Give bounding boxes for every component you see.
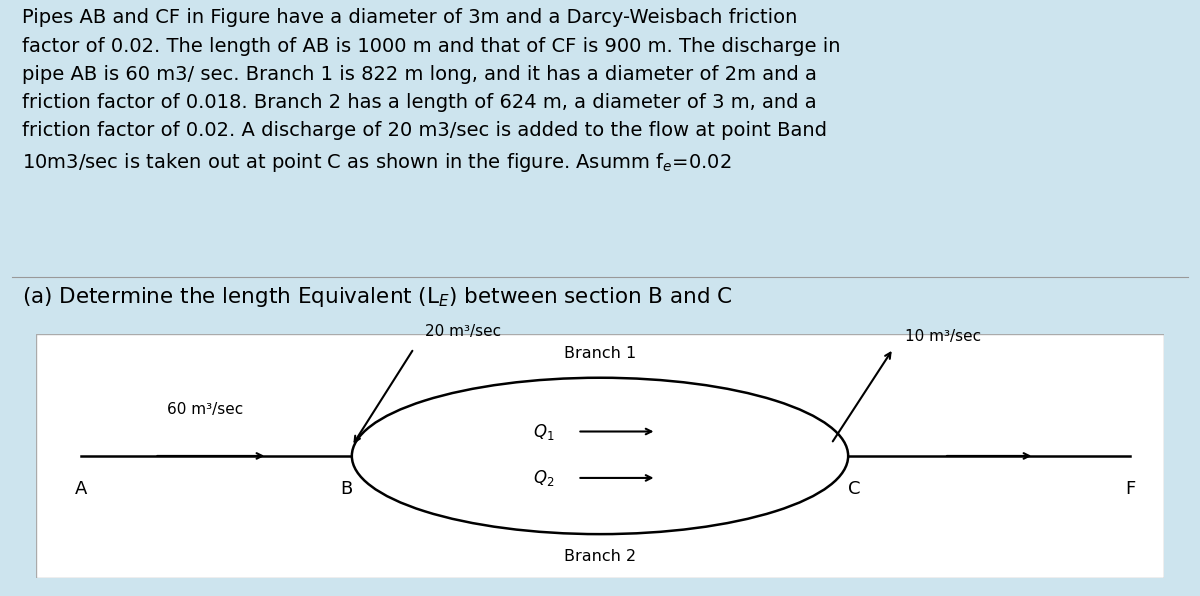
Text: 60 m³/sec: 60 m³/sec bbox=[167, 402, 244, 417]
Text: (a) Determine the length Equivalent (L$_{E}$) between section B and C: (a) Determine the length Equivalent (L$_… bbox=[22, 285, 732, 309]
Text: 20 m³/sec: 20 m³/sec bbox=[425, 324, 502, 339]
Text: A: A bbox=[74, 480, 88, 498]
Text: $Q_2$: $Q_2$ bbox=[533, 468, 554, 488]
Text: C: C bbox=[847, 480, 860, 498]
Text: $Q_1$: $Q_1$ bbox=[533, 421, 554, 442]
Text: Branch 2: Branch 2 bbox=[564, 549, 636, 564]
FancyBboxPatch shape bbox=[36, 334, 1164, 578]
Text: B: B bbox=[340, 480, 353, 498]
Text: Pipes AB and CF in Figure have a diameter of 3m and a Darcy-Weisbach friction
fa: Pipes AB and CF in Figure have a diamete… bbox=[22, 8, 840, 174]
Ellipse shape bbox=[352, 378, 848, 534]
Text: Branch 1: Branch 1 bbox=[564, 346, 636, 361]
Text: F: F bbox=[1126, 480, 1135, 498]
Text: 10 m³/sec: 10 m³/sec bbox=[905, 328, 980, 343]
